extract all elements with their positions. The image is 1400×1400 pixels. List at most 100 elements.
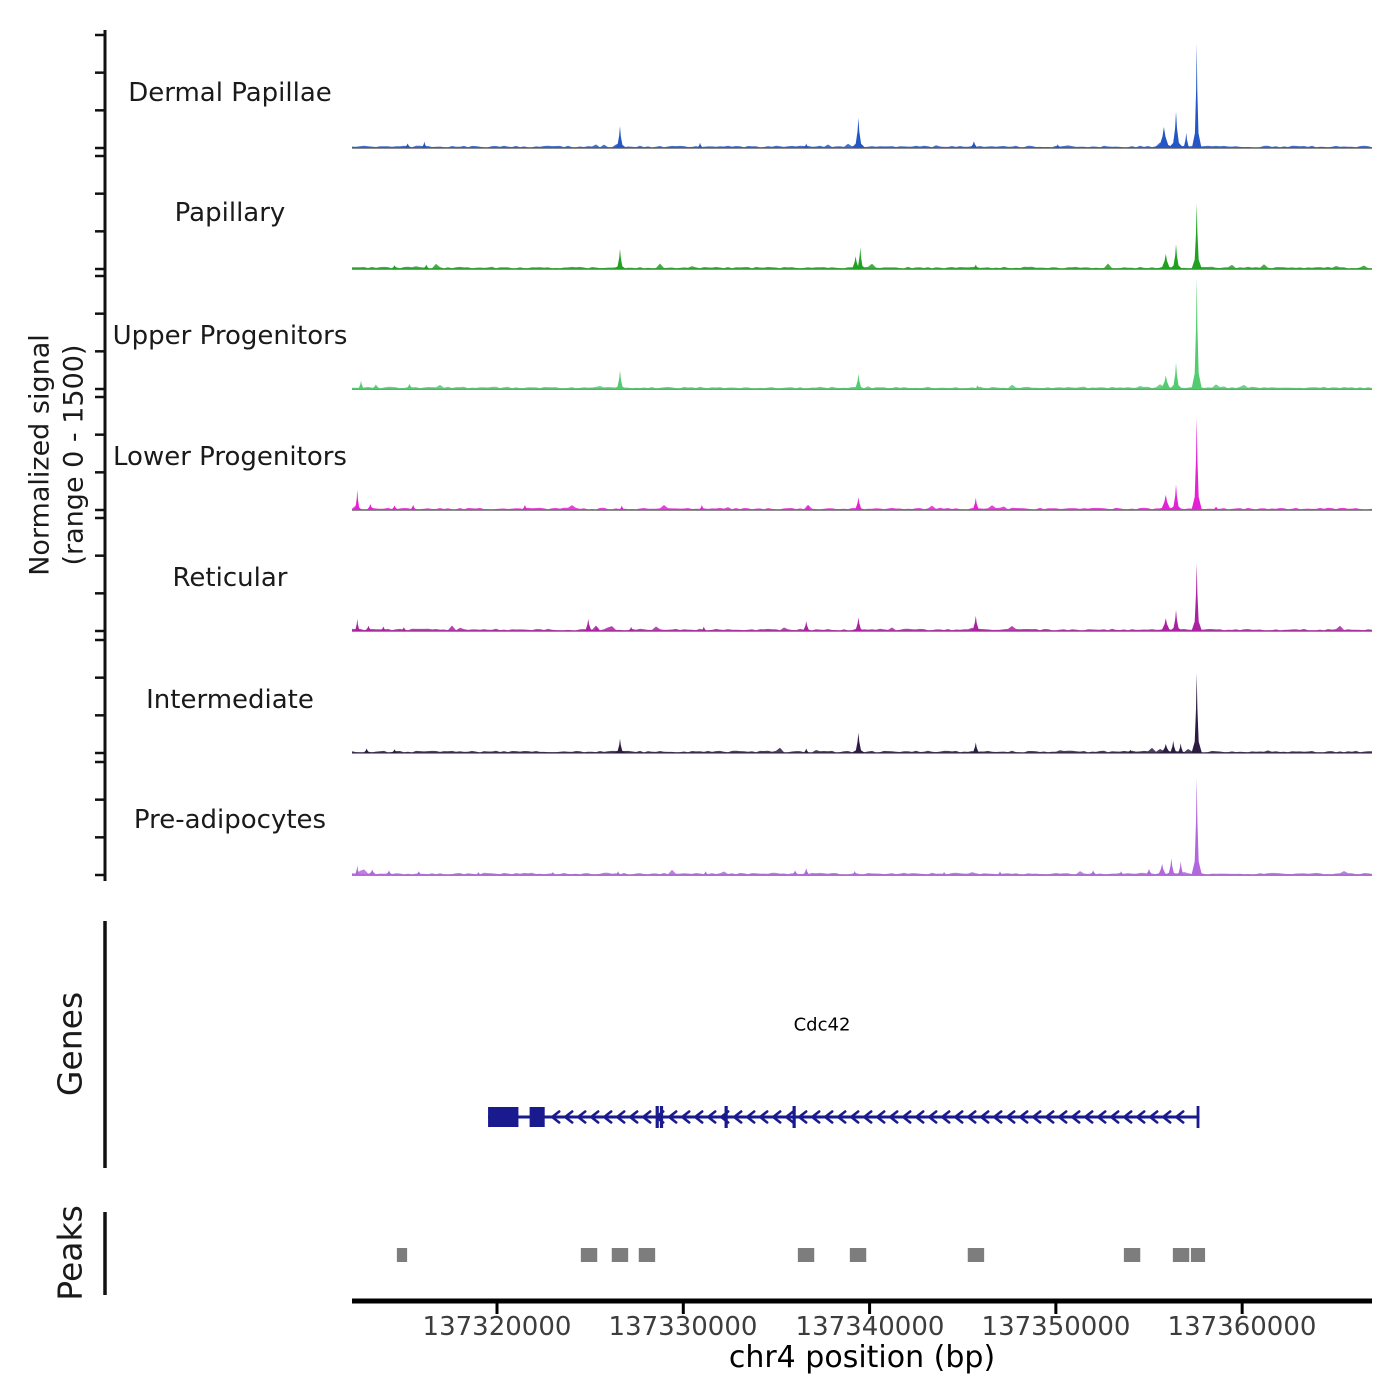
signal-peak	[1191, 43, 1202, 148]
signal-peak	[362, 869, 382, 875]
track-noise	[352, 384, 1372, 389]
gene-name-cdc42: Cdc42	[793, 1014, 851, 1036]
peak-call-box	[396, 1248, 408, 1262]
strand-arrow	[1122, 1110, 1133, 1124]
signal-peak	[1156, 744, 1176, 753]
gene-end-bar	[1196, 1106, 1200, 1128]
strand-arrow	[1018, 1110, 1029, 1124]
signal-peak	[799, 868, 813, 875]
signal-peak	[1166, 740, 1180, 753]
signal-peak	[994, 871, 1006, 875]
strand-arrow	[628, 1110, 639, 1124]
strand-arrow	[849, 1110, 860, 1124]
signal-peak	[1052, 144, 1064, 148]
signal-peak	[1191, 673, 1202, 753]
peaks-section-label: Peaks	[50, 1205, 90, 1301]
signal-peak	[800, 748, 812, 753]
signal-peak	[406, 504, 420, 510]
signal-peak	[1191, 203, 1202, 269]
strand-arrow	[1057, 1110, 1068, 1124]
strand-arrow	[1005, 1110, 1016, 1124]
strand-arrow	[875, 1110, 886, 1124]
signal-peak	[698, 626, 710, 631]
x-tick-137360000: 137360000	[1167, 1312, 1317, 1342]
strand-arrow	[1148, 1110, 1159, 1124]
strand-arrow	[1174, 1110, 1185, 1124]
gene-exon-box	[488, 1107, 519, 1127]
strand-arrow	[888, 1110, 899, 1124]
strand-arrow	[1083, 1110, 1094, 1124]
signal-peak	[1175, 861, 1187, 875]
strand-arrow	[706, 1110, 717, 1124]
signal-peak	[612, 871, 624, 875]
signal-peak	[851, 732, 866, 753]
signal-peak	[613, 370, 627, 389]
track-noise	[352, 142, 1372, 148]
x-tick-137320000: 137320000	[422, 1312, 572, 1342]
track-noise	[352, 504, 1372, 510]
strand-arrow	[966, 1110, 977, 1124]
peak-call-box	[1172, 1248, 1190, 1262]
signal-peak	[352, 865, 362, 875]
peak-call-box	[580, 1248, 598, 1262]
y-axis-label: Normalized signal (range 0 - 1500)	[23, 334, 91, 576]
signal-peak	[1168, 111, 1184, 148]
signal-peak	[1169, 362, 1183, 389]
signal-peak	[696, 504, 708, 510]
signal-peak	[387, 505, 402, 510]
strand-arrow	[784, 1110, 795, 1124]
signal-peak	[360, 748, 374, 753]
track-noise	[352, 625, 1372, 631]
signal-peak	[397, 627, 411, 631]
strand-arrow	[927, 1110, 938, 1124]
strand-arrow	[1044, 1110, 1055, 1124]
signal-peak	[1180, 132, 1192, 148]
signal-peak	[388, 749, 402, 753]
signal-peak	[412, 871, 426, 875]
signal-peak	[591, 626, 603, 631]
strand-arrow	[602, 1110, 613, 1124]
gene-exon-box	[529, 1107, 545, 1127]
signal-peak	[355, 380, 367, 389]
strand-arrow	[992, 1110, 1003, 1124]
signal-peak	[472, 872, 484, 875]
signal-peak	[787, 870, 803, 875]
signal-peak	[1175, 743, 1187, 753]
signal-peak	[694, 142, 706, 148]
strand-arrow	[979, 1110, 990, 1124]
strand-arrow	[1096, 1110, 1107, 1124]
strand-arrow	[758, 1110, 769, 1124]
track-label-intermediate: Intermediate	[146, 685, 314, 715]
track-label-pre-adipocytes: Pre-adipocytes	[133, 805, 327, 835]
signal-peak	[1169, 484, 1183, 510]
gene-exon-tick	[792, 1106, 796, 1128]
signal-peak	[387, 265, 402, 269]
strand-arrow	[1070, 1110, 1081, 1124]
signal-peak	[581, 618, 595, 631]
strand-arrow	[940, 1110, 951, 1124]
strand-arrow	[550, 1110, 561, 1124]
track-label-papillary: Papillary	[174, 198, 286, 228]
signal-peak	[1156, 253, 1176, 269]
strand-arrow	[953, 1110, 964, 1124]
signal-peak	[1152, 126, 1176, 148]
strand-arrow	[667, 1110, 678, 1124]
signal-peak	[362, 504, 378, 510]
signal-peak	[1124, 749, 1136, 753]
track-label-dermal-papillae: Dermal Papillae	[128, 78, 332, 108]
signal-peak	[1164, 858, 1178, 875]
strand-arrow	[1135, 1110, 1146, 1124]
signal-peak	[1156, 618, 1176, 631]
signal-peak	[1115, 871, 1127, 875]
strand-arrow	[641, 1110, 652, 1124]
strand-arrow	[719, 1110, 730, 1124]
signal-peak	[361, 625, 376, 631]
strand-arrow	[745, 1110, 756, 1124]
signal-peak	[547, 872, 559, 875]
track-label-upper-progenitors: Upper Progenitors	[112, 321, 348, 351]
signal-peak	[969, 742, 983, 753]
signal-peak	[851, 497, 866, 510]
signal-peak	[969, 497, 983, 510]
